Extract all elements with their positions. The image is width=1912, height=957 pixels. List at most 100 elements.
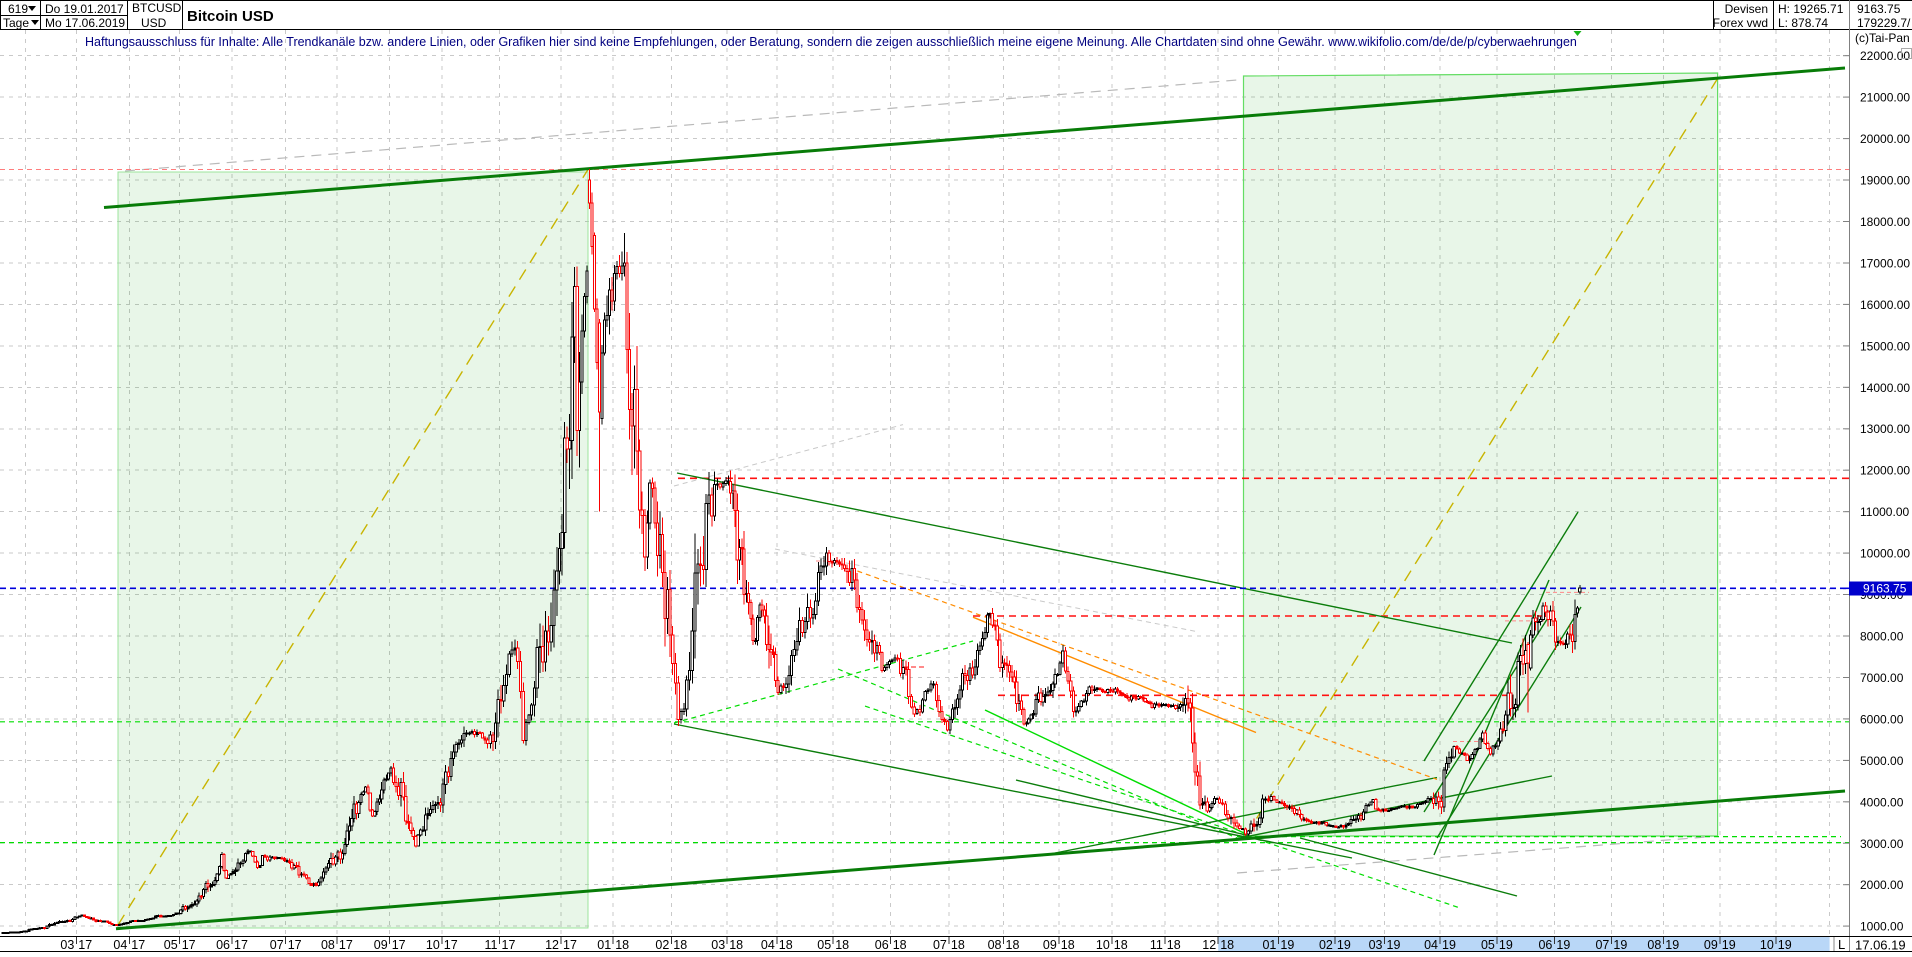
svg-text:18: 18 <box>835 938 849 952</box>
svg-text:19: 19 <box>1337 938 1351 952</box>
svg-text:19: 19 <box>1665 938 1679 952</box>
svg-text:03: 03 <box>1369 938 1383 952</box>
svg-text:L: 878.74: L: 878.74 <box>1778 16 1828 30</box>
svg-text:BTCUSD: BTCUSD <box>132 1 182 15</box>
svg-text:7000.00: 7000.00 <box>1860 671 1904 685</box>
svg-text:07: 07 <box>270 938 284 952</box>
svg-text:3000.00: 3000.00 <box>1860 837 1904 851</box>
svg-text:17: 17 <box>502 938 516 952</box>
svg-text:15000.00: 15000.00 <box>1860 339 1910 353</box>
svg-text:17: 17 <box>339 938 353 952</box>
svg-text:05: 05 <box>164 938 178 952</box>
svg-text:18: 18 <box>729 938 743 952</box>
svg-text:10000.00: 10000.00 <box>1860 547 1910 561</box>
svg-text:Mo 17.06.2019: Mo 17.06.2019 <box>45 16 125 30</box>
svg-text:12: 12 <box>545 938 559 952</box>
svg-text:9163.75: 9163.75 <box>1857 2 1901 16</box>
svg-text:14000.00: 14000.00 <box>1860 381 1910 395</box>
svg-text:19: 19 <box>1613 938 1627 952</box>
svg-text:11: 11 <box>485 938 498 952</box>
svg-text:17: 17 <box>288 938 302 952</box>
svg-text:17: 17 <box>444 938 458 952</box>
svg-text:13000.00: 13000.00 <box>1860 422 1910 436</box>
svg-text:17: 17 <box>234 938 248 952</box>
svg-text:09: 09 <box>374 938 388 952</box>
svg-text:17: 17 <box>563 938 577 952</box>
svg-text:5000.00: 5000.00 <box>1860 754 1904 768</box>
svg-text:Forex vwd: Forex vwd <box>1713 16 1768 30</box>
svg-text:H: 19265.71: H: 19265.71 <box>1778 2 1844 16</box>
svg-text:02: 02 <box>655 938 669 952</box>
svg-text:Do 19.01.2017: Do 19.01.2017 <box>45 2 124 16</box>
svg-text:10: 10 <box>426 938 440 952</box>
svg-text:21000.00: 21000.00 <box>1860 91 1910 105</box>
svg-text:17: 17 <box>131 938 145 952</box>
svg-text:4000.00: 4000.00 <box>1860 795 1904 809</box>
svg-text:17000.00: 17000.00 <box>1860 257 1910 271</box>
svg-text:USD: USD <box>141 16 167 30</box>
svg-text:18: 18 <box>1061 938 1075 952</box>
svg-text:6000.00: 6000.00 <box>1860 712 1904 726</box>
svg-text:06: 06 <box>875 938 889 952</box>
svg-text:19: 19 <box>1280 938 1294 952</box>
svg-text:18: 18 <box>779 938 793 952</box>
svg-text:19: 19 <box>1442 938 1456 952</box>
svg-text:04: 04 <box>1424 938 1438 952</box>
svg-text:10: 10 <box>1096 938 1110 952</box>
svg-text:06: 06 <box>216 938 230 952</box>
svg-text:18: 18 <box>951 938 965 952</box>
svg-text:Bitcoin USD: Bitcoin USD <box>187 8 274 25</box>
svg-text:17.06.19: 17.06.19 <box>1855 938 1906 953</box>
svg-text:03: 03 <box>60 938 74 952</box>
svg-text:09: 09 <box>1704 938 1718 952</box>
svg-text:20000.00: 20000.00 <box>1860 132 1910 146</box>
svg-text:18: 18 <box>1006 938 1020 952</box>
svg-text:04: 04 <box>113 938 127 952</box>
svg-text:09: 09 <box>1043 938 1057 952</box>
svg-text:01: 01 <box>1262 938 1276 952</box>
svg-text:17: 17 <box>78 938 92 952</box>
svg-text:18: 18 <box>1220 938 1234 952</box>
svg-text:(c)Tai-Pan: (c)Tai-Pan <box>1855 31 1910 45</box>
svg-text:19: 19 <box>1499 938 1513 952</box>
svg-text:8000.00: 8000.00 <box>1860 630 1904 644</box>
svg-text:03: 03 <box>711 938 725 952</box>
svg-text:19: 19 <box>1387 938 1401 952</box>
svg-text:08: 08 <box>988 938 1002 952</box>
svg-text:19: 19 <box>1556 938 1570 952</box>
svg-text:19: 19 <box>1778 938 1792 952</box>
svg-text:16000.00: 16000.00 <box>1860 298 1910 312</box>
svg-text:Haftungsausschluss für Inhalte: Haftungsausschluss für Inhalte: Alle Tre… <box>85 35 1577 49</box>
svg-text:19: 19 <box>1722 938 1736 952</box>
svg-text:1000.00: 1000.00 <box>1860 920 1904 934</box>
svg-text:Tage: Tage <box>3 16 29 30</box>
svg-text:18: 18 <box>673 938 687 952</box>
svg-text:12000.00: 12000.00 <box>1860 464 1910 478</box>
svg-text:179229.7/: 179229.7/ <box>1857 16 1911 30</box>
svg-text:Devisen: Devisen <box>1725 2 1768 16</box>
svg-text:18000.00: 18000.00 <box>1860 215 1910 229</box>
svg-text:07: 07 <box>1595 938 1609 952</box>
svg-text:17: 17 <box>182 938 196 952</box>
svg-text:06: 06 <box>1538 938 1552 952</box>
svg-text:L: L <box>1838 937 1845 952</box>
svg-text:08: 08 <box>321 938 335 952</box>
svg-text:17: 17 <box>392 938 406 952</box>
svg-text:10: 10 <box>1760 938 1774 952</box>
svg-text:04: 04 <box>761 938 775 952</box>
svg-text:08: 08 <box>1647 938 1661 952</box>
svg-text:12: 12 <box>1202 938 1216 952</box>
svg-text:05: 05 <box>1481 938 1495 952</box>
svg-text:05: 05 <box>817 938 831 952</box>
svg-text:11000.00: 11000.00 <box>1860 505 1909 519</box>
svg-text:9163.75: 9163.75 <box>1863 582 1907 596</box>
svg-text:18: 18 <box>1167 938 1181 952</box>
svg-text:02: 02 <box>1319 938 1333 952</box>
svg-text:18: 18 <box>1114 938 1128 952</box>
svg-text:2000.00: 2000.00 <box>1860 878 1904 892</box>
svg-text:19000.00: 19000.00 <box>1860 174 1910 188</box>
svg-text:22000.00: 22000.00 <box>1860 49 1910 63</box>
svg-text:18: 18 <box>893 938 907 952</box>
svg-text:07: 07 <box>933 938 947 952</box>
svg-text:18: 18 <box>615 938 629 952</box>
